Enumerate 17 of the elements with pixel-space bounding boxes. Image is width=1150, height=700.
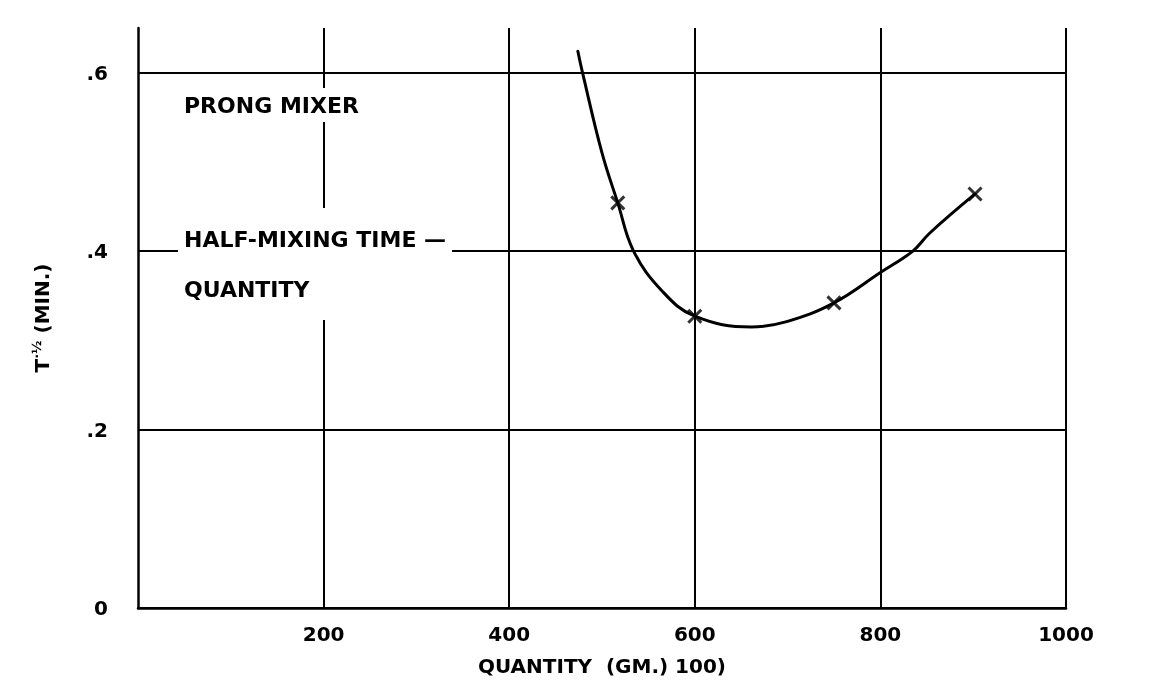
y-tick-label: .4 bbox=[86, 239, 108, 264]
y-tick-label: 0 bbox=[94, 596, 108, 620]
y-tick-label: .2 bbox=[86, 417, 108, 442]
point bbox=[686, 308, 703, 325]
text: HALF-MIXING TIME — QUANTITY bbox=[184, 226, 447, 302]
x-tick-label: 400 bbox=[488, 622, 531, 646]
point bbox=[967, 185, 984, 202]
x-tick-label: 600 bbox=[673, 622, 716, 646]
x-tick-label: 1000 bbox=[1038, 622, 1094, 646]
y-axis-title: T·½ (MIN.) bbox=[29, 263, 54, 373]
point bbox=[609, 194, 626, 211]
text: PRONG MIXER bbox=[184, 92, 359, 118]
y-tick-label: .6 bbox=[86, 60, 108, 85]
x-tick-label: 800 bbox=[859, 622, 902, 646]
x-tick-label: 200 bbox=[302, 622, 345, 646]
point bbox=[826, 294, 842, 311]
x-axis-title: QUANTITY (GM.) 100) bbox=[477, 654, 727, 678]
